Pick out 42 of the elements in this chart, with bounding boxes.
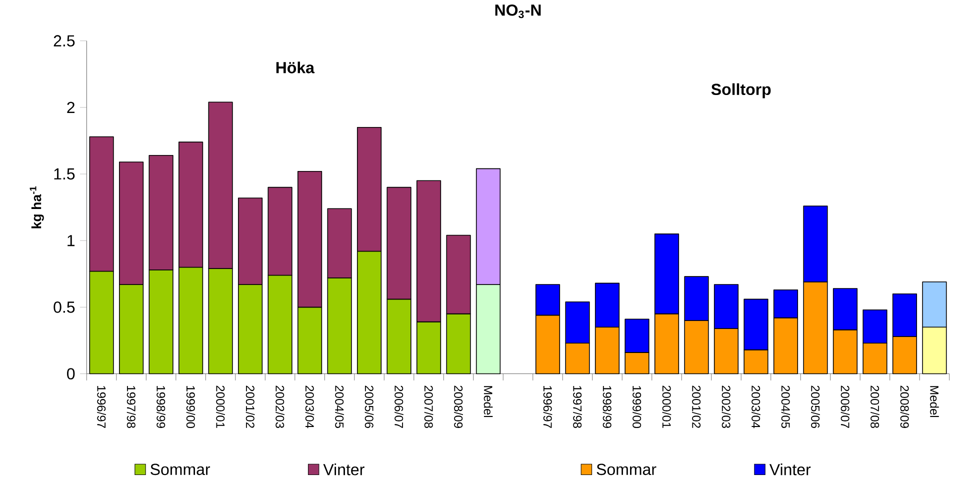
x-tick-label: 2005/06 xyxy=(364,386,374,428)
legend-label: Sommar xyxy=(596,464,656,476)
x-tick-label: 2003/04 xyxy=(752,386,760,428)
y-tick-label: 1.5 xyxy=(54,168,75,180)
y-tick-label: 2.5 xyxy=(54,35,75,46)
x-tick-label: 2007/08 xyxy=(424,386,434,428)
x-tick-label: Medel xyxy=(484,386,493,417)
x-tick-label: 2001/02 xyxy=(692,386,701,428)
x-tick-label: 2008/09 xyxy=(454,386,463,428)
x-tick-label: 2003/04 xyxy=(305,386,314,428)
legend-label: Sommar xyxy=(150,464,210,476)
x-tick-label: 2002/03 xyxy=(722,386,731,428)
y-tick-label: 0 xyxy=(67,368,75,380)
x-tick-label: 2008/09 xyxy=(900,386,910,428)
x-tick-label: 1997/98 xyxy=(573,386,582,428)
x-tick-label: Medel xyxy=(930,386,939,417)
x-tick-label: 1998/99 xyxy=(156,386,166,428)
x-tick-label: 2007/08 xyxy=(870,386,880,428)
x-tick-label: 2000/01 xyxy=(216,386,225,428)
x-tick-label: 2004/05 xyxy=(335,386,344,428)
y-tick-label: 1 xyxy=(68,235,75,246)
legend-label: Vinter xyxy=(323,464,364,476)
x-tick-label: 2001/02 xyxy=(246,386,255,428)
x-tick-label: 2006/07 xyxy=(840,386,850,428)
annotation: Höka xyxy=(276,62,315,74)
x-tick-label: 2004/05 xyxy=(781,386,790,428)
x-tick-label: 1996/97 xyxy=(543,386,552,428)
annotation: Solltorp xyxy=(711,83,771,98)
x-tick-label: 1999/00 xyxy=(632,386,642,428)
x-tick-label: 2005/06 xyxy=(811,386,820,428)
legend-label: Vinter xyxy=(769,464,811,476)
y-tick-label: 0.5 xyxy=(54,301,75,313)
chart-title: NO$_{3}$-N xyxy=(495,4,541,18)
x-tick-label: 2002/03 xyxy=(276,386,284,428)
x-tick-label: 1998/99 xyxy=(602,386,612,428)
x-tick-label: 1997/98 xyxy=(126,386,136,428)
x-tick-label: 2006/07 xyxy=(394,386,404,428)
y-tick-label: 2 xyxy=(67,102,74,113)
y-axis-title: kg ha$^{-1}$ xyxy=(30,186,44,228)
x-tick-label: 2000/01 xyxy=(662,386,672,428)
x-tick-label: 1999/00 xyxy=(186,386,196,428)
x-tick-label: 1996/97 xyxy=(97,386,106,428)
